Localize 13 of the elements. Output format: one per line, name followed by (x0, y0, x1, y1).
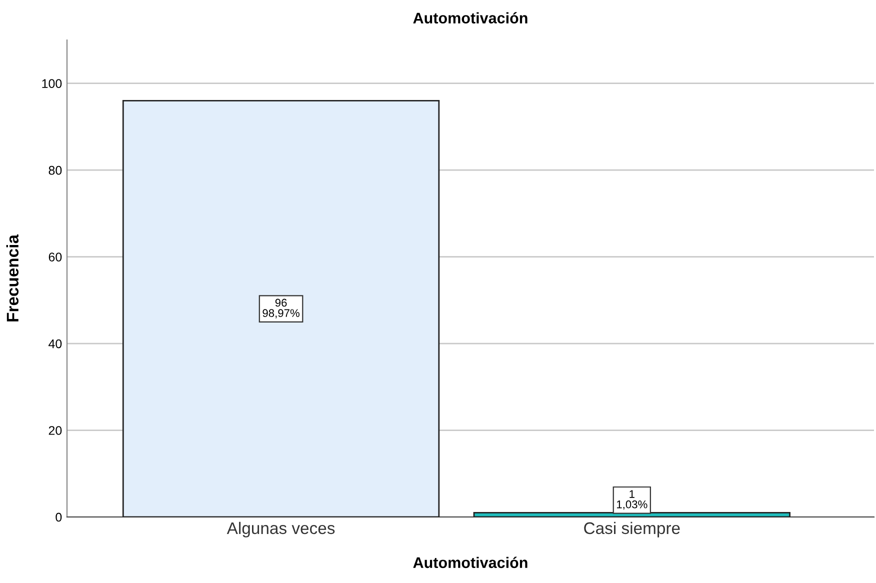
data-label: 96 98,97% (262, 298, 300, 318)
y-tick-label: 100 (42, 79, 62, 88)
y-tick-label: 40 (48, 339, 62, 348)
x-axis-title: Automotivación (413, 556, 528, 568)
x-tick-label: Casi siempre (584, 522, 680, 538)
x-tick-label: Algunas veces (226, 522, 335, 538)
y-tick-label: 20 (48, 426, 62, 435)
chart-title: Automotivación (413, 12, 528, 24)
data-label: 1 1,03% (616, 490, 648, 510)
y-tick-label: 0 (56, 512, 62, 522)
y-tick-label: 80 (48, 166, 62, 175)
y-tick-label: 60 (48, 252, 62, 262)
y-axis-title: Frecuencia (6, 234, 19, 322)
